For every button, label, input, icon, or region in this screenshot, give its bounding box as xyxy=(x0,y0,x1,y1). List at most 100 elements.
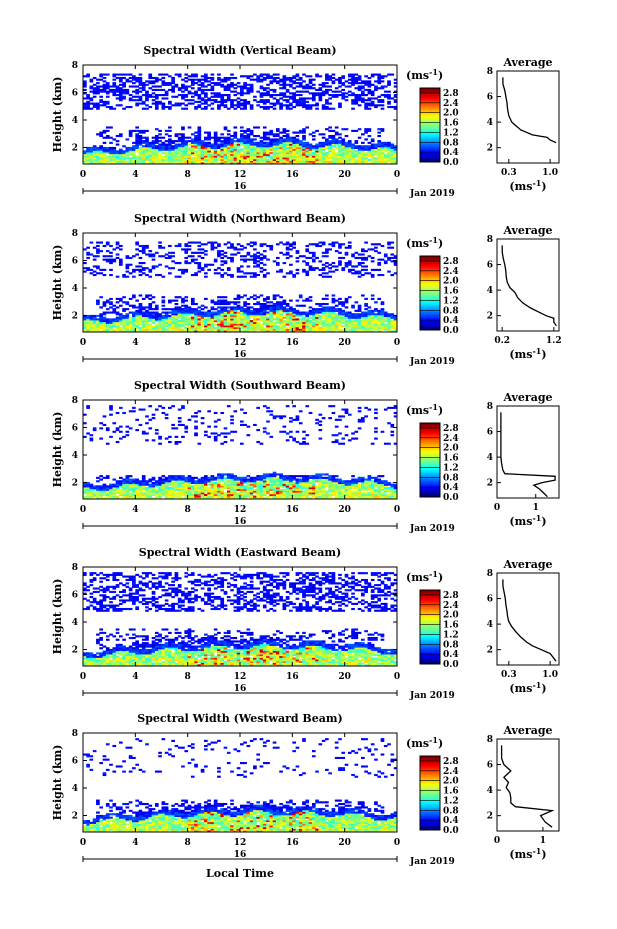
heatmap-cell xyxy=(334,95,339,98)
heatmap-cell xyxy=(102,268,107,271)
heatmap-cell xyxy=(377,243,382,246)
heatmap-cell xyxy=(292,320,296,323)
heatmap-cell xyxy=(240,94,244,97)
heatmap-cell xyxy=(109,105,113,109)
heatmap-cell xyxy=(174,155,179,158)
heatmap-cell xyxy=(115,90,120,93)
heatmap-cell xyxy=(89,146,94,150)
heatmap-cell xyxy=(305,328,310,331)
average-title: Average xyxy=(502,224,552,237)
heatmap-cell xyxy=(112,311,117,314)
heatmap-cell xyxy=(318,157,323,160)
heatmap-cell xyxy=(105,134,110,138)
heatmap-cell xyxy=(230,253,234,256)
heatmap-cell xyxy=(174,153,179,156)
heatmap-cell xyxy=(138,157,143,160)
heatmap-cell xyxy=(99,75,104,78)
heatmap-cell xyxy=(318,148,323,151)
heatmap-cell xyxy=(292,313,296,316)
heatmap-cell xyxy=(141,244,146,248)
heatmap-cell xyxy=(390,241,395,244)
heatmap-cell xyxy=(197,146,202,150)
heatmap-cell xyxy=(364,325,368,328)
heatmap-cell xyxy=(223,150,228,153)
heatmap-cell xyxy=(200,153,205,156)
heatmap-cell xyxy=(151,76,156,80)
heatmap-cell xyxy=(230,275,234,278)
heatmap-cell xyxy=(86,160,90,163)
heatmap-cell xyxy=(204,321,208,324)
heatmap-cell xyxy=(344,157,349,160)
heatmap-cell xyxy=(118,480,123,483)
heatmap-cell xyxy=(190,301,195,304)
heatmap-cell xyxy=(302,90,306,93)
heatmap-cell xyxy=(115,241,120,244)
heatmap-cell xyxy=(256,152,261,155)
average-y-tick-label: 8 xyxy=(487,235,493,245)
heatmap-cell xyxy=(334,143,339,146)
heatmap-cell xyxy=(269,316,274,319)
heatmap-cell xyxy=(220,157,225,160)
colorbar-segment xyxy=(420,145,440,148)
heatmap-cell xyxy=(135,136,139,139)
heatmap-cell xyxy=(154,102,159,105)
heatmap-cell xyxy=(220,253,225,256)
heatmap-cell xyxy=(370,97,375,100)
heatmap-cell xyxy=(262,126,267,129)
heatmap-cell xyxy=(377,318,382,321)
heatmap-cell xyxy=(86,497,90,500)
heatmap-cell xyxy=(393,321,398,324)
heatmap-cell xyxy=(213,320,218,323)
heatmap-cell xyxy=(132,406,136,409)
heatmap-cell xyxy=(240,244,244,248)
heatmap-cell xyxy=(207,325,211,328)
heatmap-cell xyxy=(331,160,336,163)
heatmap-cell xyxy=(383,153,388,156)
heatmap-cell xyxy=(115,488,120,491)
y-tick-label: 2 xyxy=(72,144,78,154)
heatmap-cell xyxy=(338,160,342,163)
heatmap-cell xyxy=(230,76,234,80)
heatmap-cell xyxy=(246,141,251,144)
heatmap-cell xyxy=(361,325,365,328)
heatmap-cell xyxy=(190,143,195,146)
heatmap-cell xyxy=(338,320,342,323)
heatmap-cell xyxy=(321,330,326,333)
heatmap-cell xyxy=(164,73,169,76)
heatmap-cell xyxy=(266,107,270,110)
heatmap-cell xyxy=(262,107,267,110)
heatmap-cell xyxy=(266,313,270,316)
heatmap-cell xyxy=(315,104,319,107)
heatmap-cell xyxy=(292,152,296,155)
heatmap-cell xyxy=(194,157,198,160)
heatmap-cell xyxy=(145,311,149,314)
heatmap-cell xyxy=(308,87,313,90)
heatmap-cell xyxy=(168,255,172,258)
heatmap-cell xyxy=(197,128,202,131)
heatmap-cell xyxy=(226,328,231,331)
colorbar-segment xyxy=(420,313,440,316)
heatmap-cell xyxy=(233,326,238,329)
heatmap-cell xyxy=(308,158,313,161)
heatmap-cell xyxy=(122,157,126,160)
heatmap-cell xyxy=(154,95,159,98)
heatmap-cell xyxy=(226,97,231,100)
colorbar-unit-sup: -1 xyxy=(429,67,438,77)
heatmap-cell xyxy=(354,99,359,102)
heatmap-cell xyxy=(259,136,264,139)
heatmap-cell xyxy=(380,85,385,88)
heatmap-cell xyxy=(367,148,372,151)
heatmap-cell xyxy=(138,302,143,306)
heatmap-cell xyxy=(89,493,94,496)
heatmap-cell xyxy=(361,152,365,155)
heatmap-cell xyxy=(168,267,172,270)
heatmap-cell xyxy=(194,131,198,134)
heatmap-cell xyxy=(217,146,221,150)
heatmap-cell xyxy=(328,94,332,97)
heatmap-cell xyxy=(387,321,391,324)
heatmap-cell xyxy=(279,143,283,146)
heatmap-cell xyxy=(367,102,372,105)
heatmap-cell xyxy=(177,102,182,105)
heatmap-cell xyxy=(226,88,231,92)
heatmap-cell xyxy=(210,158,215,161)
